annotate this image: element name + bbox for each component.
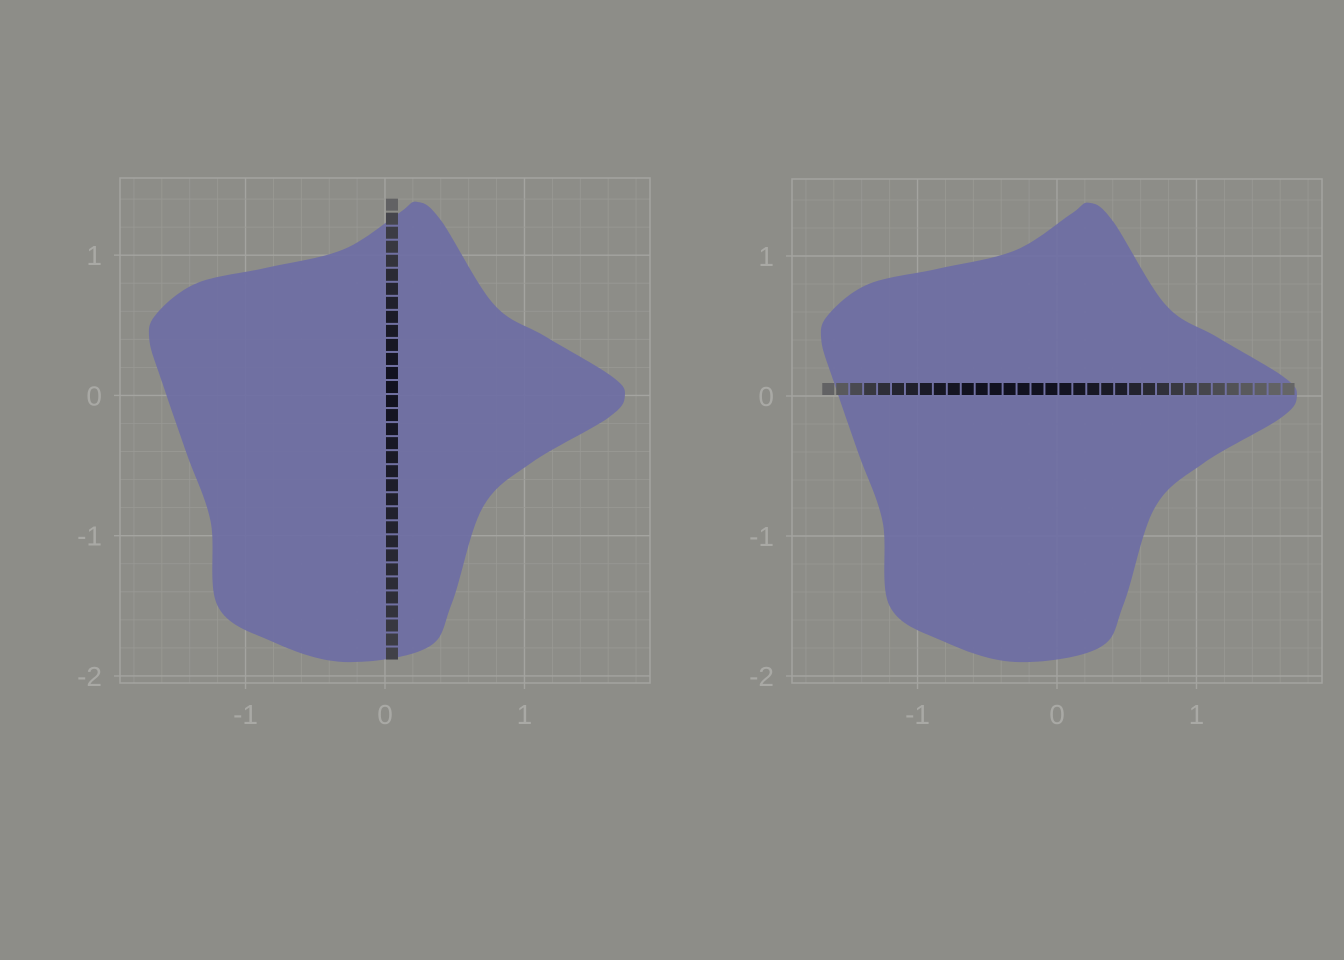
x-tick-label: -1 <box>233 699 258 730</box>
data-point <box>385 647 398 660</box>
data-point <box>385 437 398 450</box>
x-tick-label: 1 <box>1189 699 1205 730</box>
y-tick-label: 1 <box>758 241 774 272</box>
data-point <box>1184 383 1197 395</box>
data-point <box>864 383 877 395</box>
x-tick-label: 1 <box>517 699 533 730</box>
data-point <box>385 577 398 590</box>
data-point <box>385 381 398 394</box>
data-point <box>850 383 863 395</box>
marker-series-vertical <box>385 198 398 660</box>
x-tick-label: 0 <box>1049 699 1065 730</box>
data-point <box>385 254 398 267</box>
y-tick-label: 0 <box>86 380 102 411</box>
data-point <box>1045 383 1058 395</box>
data-point <box>385 268 398 281</box>
data-point <box>1143 383 1156 395</box>
data-point <box>1101 383 1114 395</box>
data-point <box>385 563 398 576</box>
data-point <box>975 383 988 395</box>
data-point <box>919 383 932 395</box>
data-point <box>836 383 849 395</box>
data-point <box>1017 383 1030 395</box>
data-point <box>1003 383 1016 395</box>
data-point <box>961 383 974 395</box>
data-point <box>989 383 1002 395</box>
y-tick-label: -2 <box>77 661 102 692</box>
data-point <box>1254 383 1267 395</box>
y-tick-label: 1 <box>86 240 102 271</box>
data-point <box>385 605 398 618</box>
data-point <box>385 591 398 604</box>
data-point <box>1031 383 1044 395</box>
data-point <box>1282 383 1295 395</box>
data-point <box>947 383 960 395</box>
y-tick-label: -1 <box>77 521 102 552</box>
data-point <box>1087 383 1100 395</box>
data-point <box>1226 383 1239 395</box>
data-point <box>385 395 398 408</box>
density-shape <box>820 202 1297 663</box>
data-point <box>385 352 398 365</box>
data-point <box>385 409 398 422</box>
data-point <box>1157 383 1169 395</box>
data-point <box>822 383 835 395</box>
data-point <box>1073 383 1086 395</box>
data-point <box>878 383 891 395</box>
data-point <box>1268 383 1281 395</box>
chart-panel-2: -1 0 1 -2 -1 0 1 <box>749 178 1323 730</box>
data-point <box>385 282 398 295</box>
data-point <box>385 310 398 323</box>
x-tick-label: 0 <box>377 699 393 730</box>
data-point <box>1129 383 1142 395</box>
data-point <box>1212 383 1225 395</box>
data-point <box>385 521 398 534</box>
data-point <box>892 383 904 395</box>
data-point <box>1170 383 1183 395</box>
y-tick-label: -2 <box>749 661 774 692</box>
data-point <box>385 226 398 239</box>
chart-panel-1: -1 0 1 -2 -1 0 1 <box>77 177 651 730</box>
data-point <box>385 535 398 548</box>
data-point <box>385 366 398 379</box>
y-tick-label: -1 <box>749 521 774 552</box>
data-point <box>385 423 398 436</box>
data-point <box>385 212 398 225</box>
x-tick-label: -1 <box>905 699 930 730</box>
data-point <box>905 383 918 395</box>
data-point <box>385 549 398 562</box>
data-point <box>385 338 398 351</box>
data-point <box>1198 383 1211 395</box>
data-point <box>1059 383 1072 395</box>
data-point <box>385 324 398 337</box>
data-point <box>385 451 398 464</box>
data-point <box>385 240 398 253</box>
data-point <box>385 493 398 506</box>
data-point <box>933 383 946 395</box>
data-point <box>1240 383 1253 395</box>
data-point <box>385 479 398 492</box>
data-point <box>385 465 398 478</box>
axes: -1 0 1 -2 -1 0 1 <box>749 241 1204 730</box>
data-point <box>385 296 398 309</box>
data-point <box>385 633 398 646</box>
data-point <box>385 507 398 520</box>
data-point <box>385 198 398 211</box>
marker-series-horizontal <box>822 383 1295 395</box>
axes: -1 0 1 -2 -1 0 1 <box>77 240 532 730</box>
y-tick-label: 0 <box>758 381 774 412</box>
data-point <box>1115 383 1128 395</box>
data-point <box>385 619 398 632</box>
